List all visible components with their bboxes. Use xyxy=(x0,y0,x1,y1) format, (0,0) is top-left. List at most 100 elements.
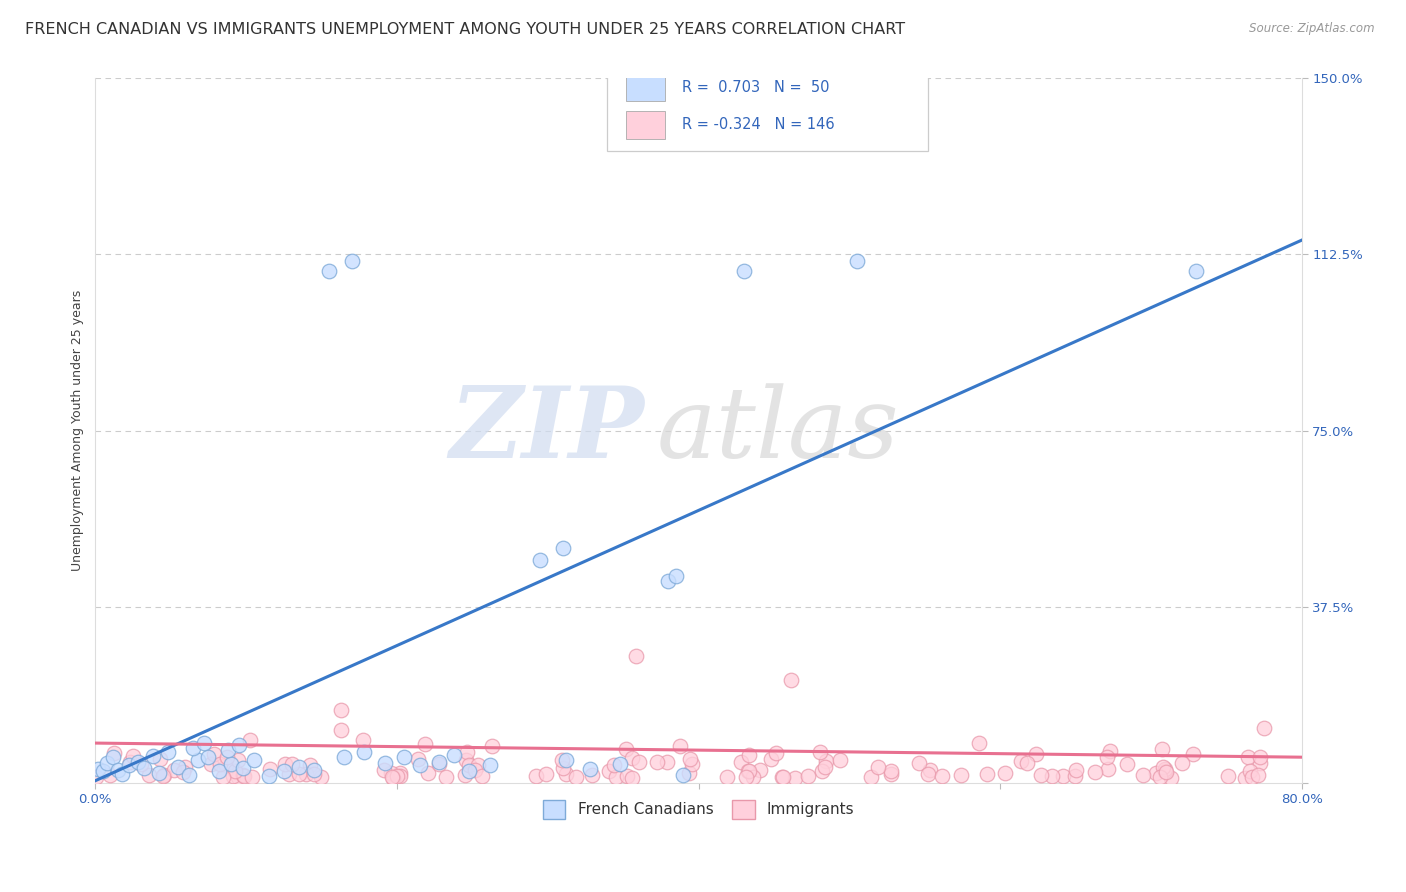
Point xyxy=(434,770,457,784)
Point xyxy=(1144,766,1167,780)
Point xyxy=(174,760,197,774)
Point xyxy=(772,771,794,785)
Point xyxy=(380,766,402,780)
Text: R =  0.703   N =  50: R = 0.703 N = 50 xyxy=(682,79,830,95)
Point xyxy=(524,769,547,783)
Point xyxy=(1052,769,1074,783)
Point xyxy=(770,770,793,784)
Point xyxy=(1099,743,1122,757)
Text: FRENCH CANADIAN VS IMMIGRANTS UNEMPLOYMENT AMONG YOUTH UNDER 25 YEARS CORRELATIO: FRENCH CANADIAN VS IMMIGRANTS UNEMPLOYME… xyxy=(25,22,905,37)
Point xyxy=(127,755,149,769)
Point xyxy=(976,767,998,781)
Point xyxy=(277,767,299,781)
Point xyxy=(581,768,603,782)
Point xyxy=(353,746,375,760)
Point xyxy=(427,755,450,769)
Point xyxy=(1236,750,1258,764)
Point xyxy=(1249,756,1271,771)
Point xyxy=(554,767,576,781)
Point xyxy=(1233,771,1256,785)
Point xyxy=(609,757,631,772)
Point xyxy=(208,764,231,779)
Point xyxy=(669,739,692,753)
Point xyxy=(429,757,451,772)
Point xyxy=(281,756,304,771)
Point xyxy=(464,763,486,777)
Point xyxy=(118,755,141,769)
Point xyxy=(381,770,404,784)
Point xyxy=(299,758,322,772)
Point xyxy=(554,753,576,767)
Point xyxy=(103,750,125,764)
Point xyxy=(1240,770,1263,784)
Point xyxy=(1097,762,1119,776)
Point xyxy=(187,754,209,768)
Point xyxy=(224,764,246,779)
Point xyxy=(1064,769,1087,783)
Point xyxy=(302,763,325,777)
Point xyxy=(107,763,129,777)
Point xyxy=(288,759,311,773)
Point xyxy=(620,771,643,785)
Point xyxy=(737,747,759,762)
Point xyxy=(122,749,145,764)
Point xyxy=(603,758,626,772)
Point xyxy=(1115,757,1137,772)
Point xyxy=(759,752,782,766)
Point xyxy=(534,766,557,780)
Point xyxy=(565,771,588,785)
Point xyxy=(860,770,883,784)
Point xyxy=(908,756,931,771)
Point xyxy=(828,753,851,767)
Point xyxy=(1182,747,1205,762)
Point xyxy=(1171,756,1194,770)
Point xyxy=(453,768,475,782)
Point xyxy=(304,767,326,781)
Point xyxy=(340,254,363,268)
Point xyxy=(388,769,411,783)
Point xyxy=(458,764,481,779)
Point xyxy=(233,769,256,783)
Point xyxy=(132,761,155,775)
Point xyxy=(232,768,254,782)
Point xyxy=(212,770,235,784)
Point xyxy=(406,752,429,766)
Point xyxy=(138,767,160,781)
Point xyxy=(295,767,318,781)
Point xyxy=(551,761,574,775)
Point xyxy=(605,770,627,784)
Point xyxy=(624,649,647,664)
Point xyxy=(228,739,250,753)
Point xyxy=(815,754,838,768)
Bar xyxy=(626,111,665,139)
Point xyxy=(232,761,254,775)
Point xyxy=(931,768,953,782)
Point xyxy=(239,733,262,747)
Point xyxy=(458,757,481,772)
Point xyxy=(318,263,340,277)
Point xyxy=(598,764,620,779)
Point xyxy=(467,758,489,772)
Point xyxy=(783,771,806,785)
Point xyxy=(333,750,356,764)
Point xyxy=(167,759,190,773)
Point xyxy=(1084,764,1107,779)
Point xyxy=(808,745,831,759)
Point xyxy=(273,764,295,779)
Point xyxy=(309,770,332,784)
Point xyxy=(200,756,222,771)
Point xyxy=(917,766,939,780)
Point xyxy=(845,254,868,268)
Point xyxy=(628,756,651,770)
Point xyxy=(193,736,215,750)
Point xyxy=(208,757,231,772)
Point xyxy=(1249,750,1271,764)
Bar xyxy=(626,73,665,101)
Point xyxy=(811,764,834,778)
Point xyxy=(240,770,263,784)
Point xyxy=(330,703,353,717)
Point xyxy=(1239,764,1261,778)
Point xyxy=(967,736,990,750)
Point xyxy=(152,769,174,783)
Point xyxy=(1064,763,1087,777)
